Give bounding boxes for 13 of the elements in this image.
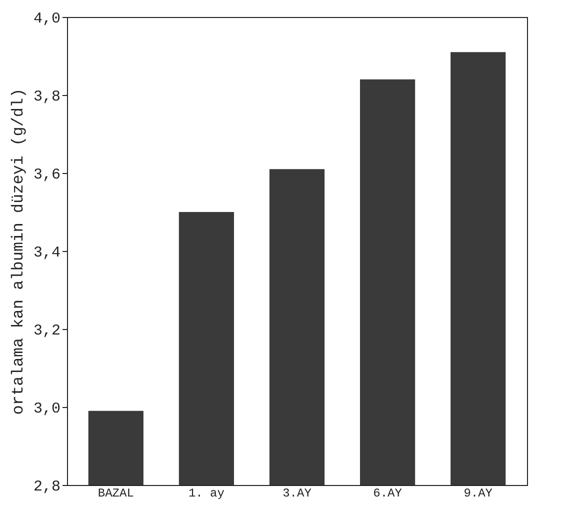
y-tick-label: 3,6: [33, 166, 60, 184]
x-tick-label: BAZAL: [98, 486, 134, 500]
x-tick-label: 3.AY: [282, 486, 312, 500]
y-tick-label: 3,2: [33, 322, 60, 340]
x-tick-label: 1. ay: [188, 486, 224, 500]
y-axis-title: ortalama kan albumin düzeyi (g/dl): [9, 88, 28, 415]
x-tick-label: 9.AY: [464, 486, 493, 500]
y-tick-label: 3,8: [33, 88, 60, 106]
y-tick-label: 3,4: [33, 244, 60, 262]
y-tick-label: 4,0: [33, 10, 60, 28]
x-tick-label: 6.AY: [373, 486, 402, 500]
y-tick-label: 3,0: [33, 400, 60, 418]
y-tick-label: 2,8: [33, 478, 60, 496]
